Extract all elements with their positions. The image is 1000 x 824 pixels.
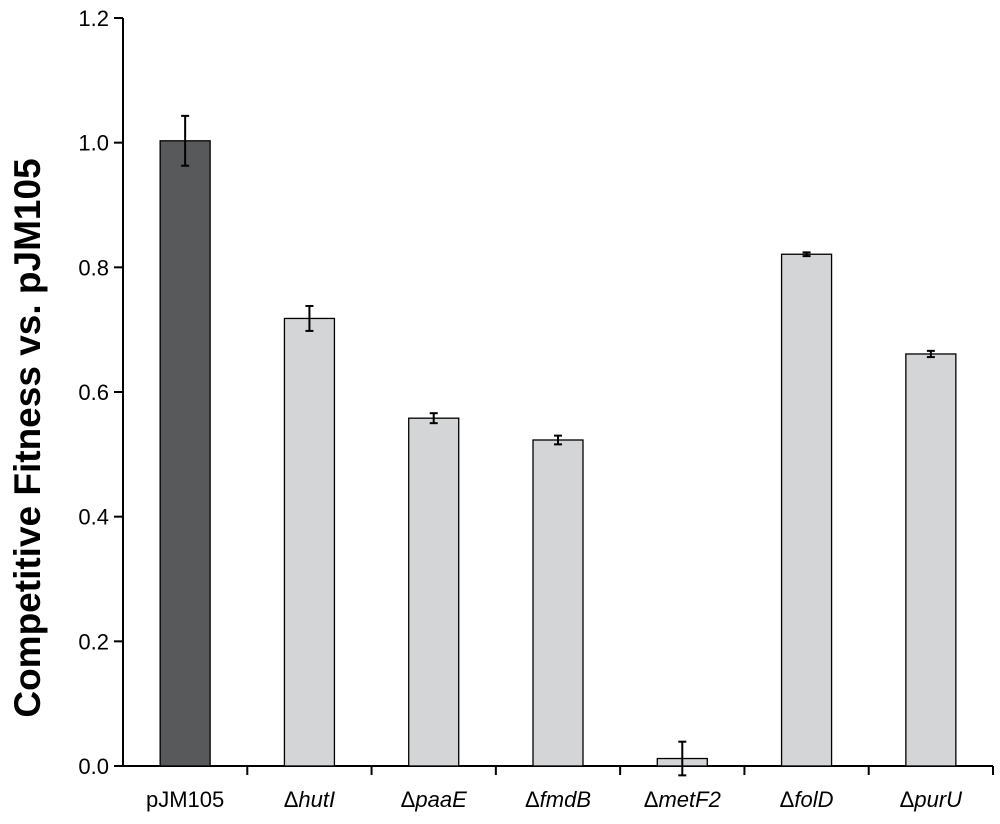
x-tick-label-purU: ΔpurU <box>900 787 963 812</box>
y-tick-label: 0.2 <box>78 629 109 654</box>
x-tick-label-hutI: ΔhutI <box>284 787 335 812</box>
error-bar-fmdB <box>554 434 562 446</box>
y-axis: 0.0 0.2 0.4 0.6 0.8 1.0 1.2 <box>78 6 124 779</box>
y-tick-label: 1.2 <box>78 6 109 31</box>
x-tick-labels: pJM105 ΔhutI ΔpaaE ΔfmdB ΔmetF2 ΔfolD ΔpurU <box>146 787 962 812</box>
x-tick-label-fmdB: ΔfmdB <box>525 787 591 812</box>
error-bar-metF2 <box>678 740 687 777</box>
error-bar-paaE <box>429 412 438 425</box>
x-axis <box>123 765 994 775</box>
y-tick-label: 0.0 <box>78 754 109 779</box>
bar-purU <box>905 353 957 767</box>
error-bar-folD <box>802 251 811 258</box>
y-tick-label: 1.0 <box>78 131 109 156</box>
error-bar-purU <box>926 349 935 359</box>
bar-fmdB <box>532 439 584 767</box>
bar-hutI <box>283 317 336 767</box>
error-bars <box>181 114 935 777</box>
error-bar-hutI <box>305 304 314 332</box>
x-tick-label-folD: ΔfolD <box>780 787 834 812</box>
y-axis-label: Competitive Fitness vs. pJM105 <box>7 158 48 717</box>
x-tick-label-metF2: ΔmetF2 <box>644 787 721 812</box>
x-tick-label-paaE: ΔpaaE <box>401 787 467 812</box>
bar-folD <box>780 253 833 767</box>
x-tick-label-pJM105: pJM105 <box>146 787 224 812</box>
y-tick-label: 0.4 <box>78 505 109 530</box>
y-tick-label: 0.6 <box>78 380 109 405</box>
y-tick-label: 0.8 <box>78 255 109 280</box>
bar-paaE <box>408 417 460 767</box>
bar-pJM105 <box>159 140 211 767</box>
bars <box>159 140 957 767</box>
error-bar-pJM105 <box>181 114 190 167</box>
